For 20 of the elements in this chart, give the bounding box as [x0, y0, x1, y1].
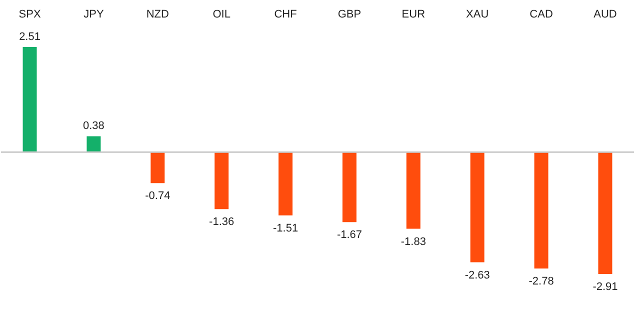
- data-label: -1.36: [209, 216, 234, 228]
- data-label: -2.63: [464, 269, 490, 282]
- data-label: -2.78: [528, 276, 554, 288]
- x-tick-label: OIL: [212, 8, 230, 20]
- x-tick-label: XAU: [466, 8, 489, 20]
- x-tick-label: CAD: [530, 8, 553, 20]
- x-tick-label: AUD: [594, 8, 617, 20]
- data-label: 2.51: [19, 31, 40, 43]
- data-label: -2.91: [592, 281, 618, 293]
- data-label: -1.67: [336, 229, 362, 242]
- x-tick-label: GBP: [338, 8, 362, 20]
- x-tick-label: CHF: [274, 8, 298, 20]
- data-label: -1.51: [272, 222, 298, 234]
- x-tick-label: NZD: [146, 8, 170, 20]
- x-tick-label: JPY: [84, 8, 104, 20]
- data-label: -1.83: [400, 236, 426, 248]
- x-tick-label: EUR: [402, 8, 426, 20]
- data-label: -0.74: [145, 190, 170, 202]
- data-label: 0.38: [83, 120, 104, 132]
- x-tick-label: SPX: [18, 8, 42, 20]
